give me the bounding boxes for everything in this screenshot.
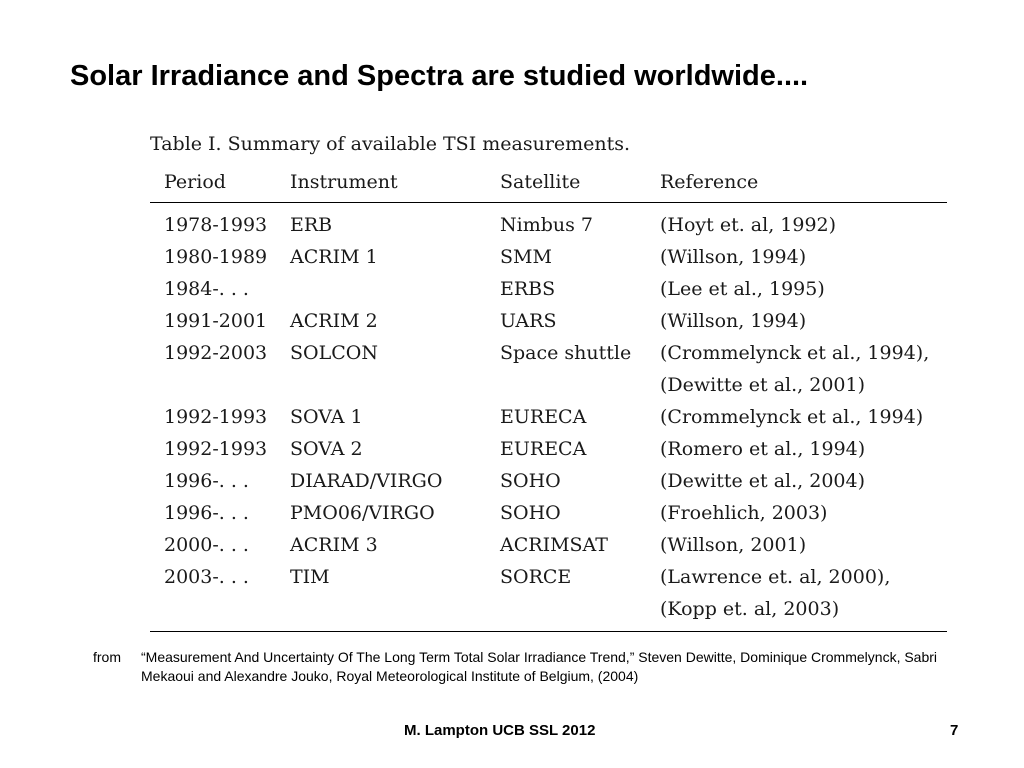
satellite-cell: EURECA: [500, 406, 587, 428]
table-row: 1978-1993 ERB Nimbus 7 (Hoyt et. al, 1992): [150, 203, 947, 242]
table-caption: Table I. Summary of available TSI measur…: [150, 133, 631, 155]
table-row: 1992-1993 SOVA 2 EURECA (Romero et al., 199…: [150, 433, 947, 465]
instrument-cell: [290, 369, 500, 401]
period-cell: [150, 593, 290, 632]
table-row: 1991-2001 ACRIM 2 UARS (Willson, 1994): [150, 305, 947, 337]
slide-title: Solar Irradiance and Spectra are studied…: [70, 60, 809, 92]
instrument-cell: PMO06/VIRGO: [290, 502, 435, 524]
period-cell: 1992-2003: [164, 342, 268, 364]
satellite-cell: EURECA: [500, 438, 587, 460]
instrument-cell: SOVA 1: [290, 406, 363, 428]
reference-cell: (Willson, 1994): [660, 246, 807, 268]
satellite-cell: SOHO: [500, 470, 561, 492]
period-cell: 1980-1989: [164, 246, 268, 268]
instrument-cell: DIARAD/VIRGO: [290, 470, 443, 492]
satellite-cell: SOHO: [500, 502, 561, 524]
satellite-cell: Nimbus 7: [500, 214, 593, 236]
table-row: (Dewitte et al., 2001): [150, 369, 947, 401]
table-row: 1992-1993 SOVA 1 EURECA (Crommelynck et al.…: [150, 401, 947, 433]
satellite-cell: UARS: [500, 310, 557, 332]
column-header-satellite: Satellite: [500, 162, 660, 203]
period-cell: 1996-. . .: [164, 502, 249, 524]
reference-cell: (Romero et al., 1994): [660, 438, 866, 460]
period-cell: 2000-. . .: [164, 534, 249, 556]
instrument-cell: ERB: [290, 214, 333, 236]
reference-cell: (Willson, 2001): [660, 534, 807, 556]
reference-cell: (Crommelynck et al., 1994): [660, 406, 924, 428]
column-header-reference: Reference: [660, 162, 947, 203]
table-row: 1996-. . . DIARAD/VIRGO SOHO (Dewitte et al…: [150, 465, 947, 497]
page-number: 7: [950, 722, 959, 739]
instrument-cell: SOVA 2: [290, 438, 363, 460]
reference-cell: (Hoyt et. al, 1992): [660, 214, 837, 236]
instrument-cell: ACRIM 2: [290, 310, 378, 332]
reference-cell: (Lee et al., 1995): [660, 278, 825, 300]
table-row: 2003-. . . TIM SORCE (Lawrence et. al, 2000…: [150, 561, 947, 593]
period-cell: 1978-1993: [164, 214, 268, 236]
satellite-cell: ERBS: [500, 278, 556, 300]
period-cell: 1991-2001: [164, 310, 268, 332]
tsi-table-block: Table I. Summary of available TSI measur…: [150, 126, 947, 632]
instrument-cell: [290, 273, 500, 305]
satellite-cell: ACRIMSAT: [500, 534, 608, 556]
table-body: 1978-1993 ERB Nimbus 7 (Hoyt et. al, 1992) 1…: [150, 203, 947, 632]
table-header-row: Period Instrument Satellite Reference: [150, 162, 947, 203]
footer-author: M. Lampton UCB SSL 2012: [404, 722, 596, 739]
instrument-cell: [290, 593, 500, 632]
period-cell: 1984-. . .: [164, 278, 249, 300]
instrument-cell: TIM: [290, 566, 330, 588]
table-row: 2000-. . . ACRIM 3 ACRIMSAT (Willson, 2001): [150, 529, 947, 561]
reference-cell: (Willson, 1994): [660, 310, 807, 332]
period-cell: 1992-1993: [164, 438, 268, 460]
period-cell: [150, 369, 290, 401]
table-row: 1992-2003 SOLCON Space shuttle (Crommelynck…: [150, 337, 947, 369]
period-cell: 1992-1993: [164, 406, 268, 428]
satellite-cell: Space shuttle: [500, 342, 632, 364]
reference-cell: (Crommelynck et al., 1994),: [660, 342, 930, 364]
satellite-cell: [500, 593, 660, 632]
table-row: 1980-1989 ACRIM 1 SMM (Willson, 1994): [150, 241, 947, 273]
satellite-cell: SMM: [500, 246, 552, 268]
table-row: 1984-. . . ERBS (Lee et al., 1995): [150, 273, 947, 305]
reference-cell: (Lawrence et. al, 2000),: [660, 566, 891, 588]
instrument-cell: ACRIM 1: [290, 246, 378, 268]
source-citation: from “Measurement And Uncertainty Of The…: [93, 648, 973, 686]
reference-cell: (Dewitte et al., 2004): [660, 470, 865, 492]
period-cell: 1996-. . .: [164, 470, 249, 492]
reference-cell: (Froehlich, 2003): [660, 502, 828, 524]
reference-cell: (Kopp et. al, 2003): [660, 593, 947, 632]
satellite-cell: [500, 369, 660, 401]
source-text: “Measurement And Uncertainty Of The Long…: [141, 649, 938, 684]
table-row: 1996-. . . PMO06/VIRGO SOHO (Froehlich, 200…: [150, 497, 947, 529]
satellite-cell: SORCE: [500, 566, 572, 588]
reference-cell: (Dewitte et al., 2001): [660, 374, 865, 396]
instrument-cell: SOLCON: [290, 342, 378, 364]
instrument-cell: ACRIM 3: [290, 534, 378, 556]
column-header-period: Period: [150, 162, 290, 203]
table-row: (Kopp et. al, 2003): [150, 593, 947, 632]
source-prefix: from: [93, 649, 121, 665]
column-header-instrument: Instrument: [290, 162, 500, 203]
period-cell: 2003-. . .: [164, 566, 249, 588]
tsi-measurements-table: Period Instrument Satellite Reference 19…: [150, 162, 947, 632]
